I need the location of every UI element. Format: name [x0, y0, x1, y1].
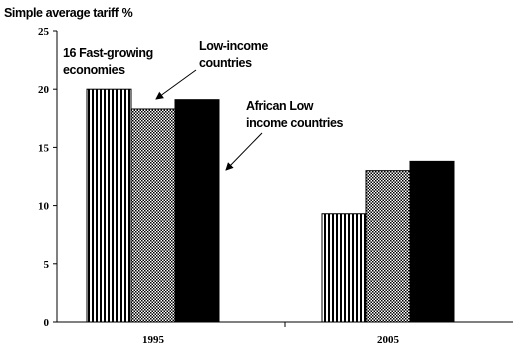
- x-category-label: 1995: [142, 334, 165, 346]
- annotation-fast-growing: 16 Fast-growing economies: [63, 46, 156, 77]
- bar-solid-black-1995: [174, 99, 220, 323]
- annotation-low-income-line-1: Low-income: [199, 39, 268, 53]
- bar-solid-black-2005: [409, 160, 455, 323]
- y-tick-label: 20: [38, 84, 50, 96]
- bar-vertical-stripes-2005: [321, 213, 367, 323]
- y-axis-ticks: 0 5 10 15 20 25: [38, 26, 57, 329]
- annotation-low-income: Low-income countries: [199, 39, 271, 70]
- annotation-african-low-income: African Low income countries: [246, 99, 344, 130]
- annotation-african-low-income-arrow: [225, 132, 263, 171]
- bar-dots-1995: [130, 108, 176, 323]
- y-tick-label: 5: [44, 259, 50, 271]
- annotation-african-low-income-line-2: income countries: [246, 116, 344, 130]
- y-tick-label: 25: [38, 26, 50, 38]
- x-axis-category-labels: 1995 2005: [142, 334, 400, 346]
- bar-vertical-stripes-1995: [86, 88, 132, 323]
- annotation-low-income-arrow: [155, 69, 197, 100]
- annotation-fast-growing-line-2: economies: [63, 63, 125, 77]
- y-axis-title: Simple average tariff %: [4, 6, 133, 20]
- bar-group: [86, 88, 455, 323]
- annotation-low-income-line-2: countries: [199, 56, 252, 70]
- y-tick-label: 10: [38, 201, 50, 213]
- y-tick-label: 15: [38, 142, 50, 154]
- annotation-fast-growing-line-1: 16 Fast-growing: [63, 46, 153, 60]
- annotation-african-low-income-line-1: African Low: [246, 99, 314, 113]
- y-tick-label: 0: [44, 317, 50, 329]
- bar-dots-2005: [365, 170, 411, 323]
- x-category-label: 2005: [377, 334, 400, 346]
